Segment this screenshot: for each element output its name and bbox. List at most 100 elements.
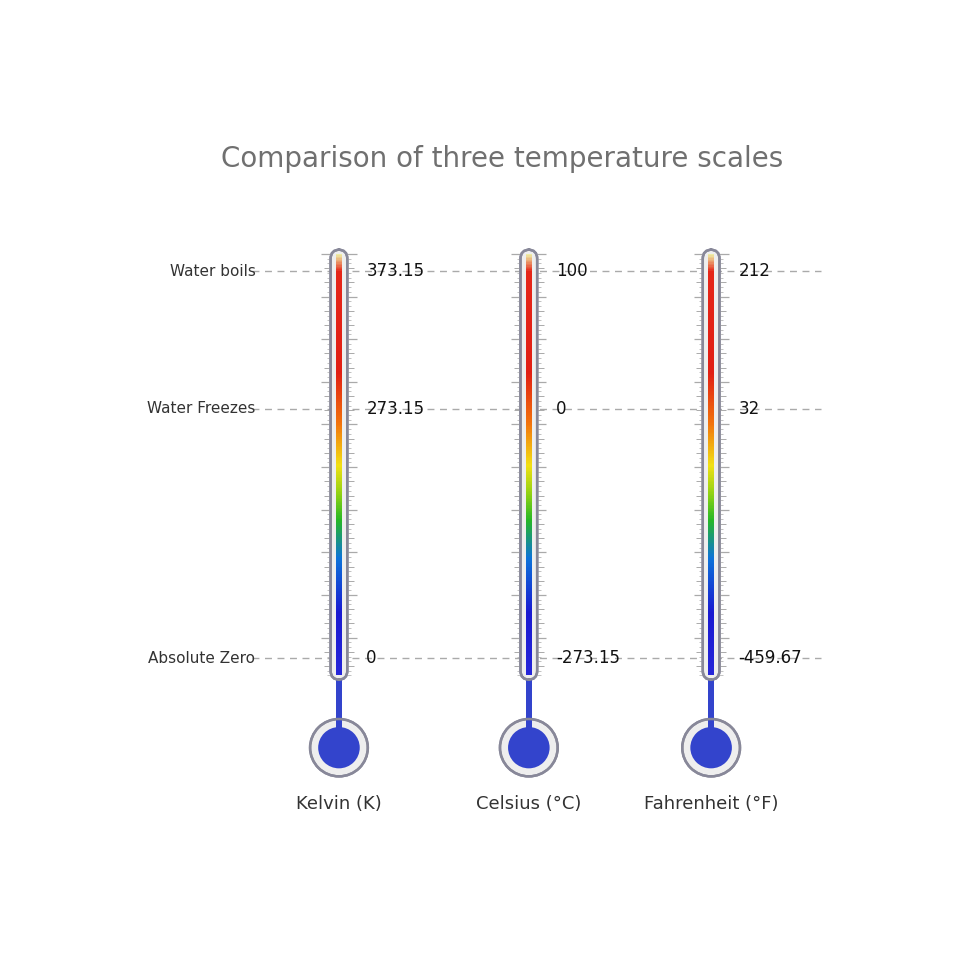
Bar	[708, 326, 714, 327]
Bar	[336, 649, 342, 650]
Bar	[336, 449, 342, 450]
Bar	[336, 288, 342, 289]
Bar	[336, 279, 342, 280]
Bar	[708, 577, 714, 578]
Bar	[708, 612, 714, 613]
Bar	[708, 555, 714, 556]
Bar	[525, 629, 532, 630]
Bar	[708, 302, 714, 303]
Bar	[336, 409, 342, 411]
Bar	[525, 516, 532, 517]
Bar	[708, 511, 714, 512]
Bar	[336, 557, 342, 559]
Bar	[336, 555, 342, 556]
Bar	[336, 330, 342, 331]
Bar	[708, 620, 714, 622]
Bar	[708, 645, 714, 646]
Bar	[336, 316, 342, 318]
Bar	[336, 372, 342, 373]
Bar	[525, 412, 532, 414]
Bar	[336, 462, 342, 463]
Bar	[336, 659, 342, 660]
Bar	[708, 466, 714, 468]
Bar	[708, 364, 714, 366]
Bar	[336, 459, 342, 460]
Bar	[708, 560, 714, 562]
Bar	[708, 460, 714, 462]
Bar	[708, 399, 714, 401]
Bar	[525, 542, 532, 543]
Bar	[525, 501, 532, 502]
Bar	[336, 266, 342, 267]
Bar	[336, 494, 342, 495]
Text: -459.67: -459.67	[739, 650, 802, 667]
Bar	[525, 273, 532, 275]
Bar	[525, 468, 532, 469]
Bar	[336, 549, 342, 550]
Bar	[336, 588, 342, 590]
Bar	[708, 267, 714, 269]
Bar	[525, 372, 532, 373]
Bar	[525, 526, 532, 527]
Bar	[708, 591, 714, 592]
Bar	[336, 479, 342, 481]
Bar	[336, 585, 342, 587]
Bar	[336, 604, 342, 605]
Bar	[708, 437, 714, 439]
Text: Celsius (°C): Celsius (°C)	[476, 796, 581, 813]
Bar	[708, 565, 714, 566]
Bar	[336, 256, 342, 257]
Bar	[525, 371, 532, 372]
Bar	[525, 476, 532, 478]
Bar	[336, 491, 342, 492]
Bar	[708, 258, 714, 260]
Bar	[336, 436, 342, 437]
Bar	[336, 579, 342, 581]
Bar	[336, 514, 342, 516]
Bar	[525, 591, 532, 592]
Bar	[525, 299, 532, 301]
Bar	[708, 504, 714, 505]
Bar	[525, 278, 532, 279]
Bar	[525, 581, 532, 582]
Bar	[525, 479, 532, 481]
Bar	[708, 263, 714, 264]
Bar	[525, 411, 532, 412]
Bar	[525, 315, 532, 316]
Bar	[525, 474, 532, 475]
Bar	[708, 375, 714, 376]
Bar	[336, 595, 342, 597]
Bar	[708, 502, 714, 504]
Bar	[525, 552, 532, 553]
Bar	[708, 285, 714, 286]
Bar	[336, 353, 342, 354]
Bar	[525, 505, 532, 507]
Bar	[336, 523, 342, 524]
Bar	[525, 602, 532, 604]
Bar	[525, 497, 532, 498]
Bar	[525, 460, 532, 462]
Bar	[708, 288, 714, 289]
Bar	[525, 620, 532, 622]
Bar	[708, 254, 714, 256]
Bar	[525, 560, 532, 562]
Bar	[525, 562, 532, 563]
Bar	[525, 512, 532, 514]
Bar	[525, 326, 532, 327]
Bar	[336, 643, 342, 645]
Bar	[525, 327, 532, 328]
Bar	[336, 516, 342, 517]
Bar	[708, 366, 714, 367]
Bar	[525, 660, 532, 662]
Bar	[336, 520, 342, 521]
Bar	[336, 337, 342, 338]
Bar	[708, 360, 714, 361]
Bar	[525, 367, 532, 368]
Bar	[708, 444, 714, 446]
Bar	[336, 447, 342, 449]
Bar	[525, 519, 532, 520]
Bar	[708, 321, 714, 323]
Bar	[708, 529, 714, 530]
Bar	[525, 414, 532, 415]
Bar	[336, 486, 342, 488]
